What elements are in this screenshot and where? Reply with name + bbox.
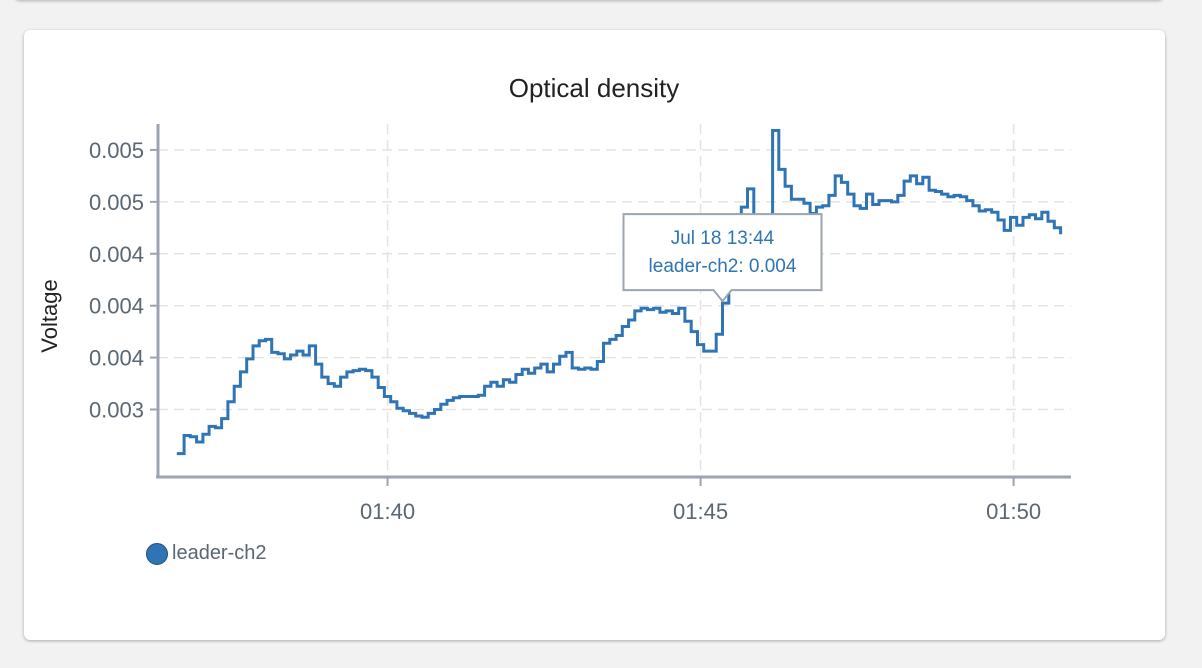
chart-canvas: Optical density Voltage 0.0030.0040.0040… bbox=[37, 73, 1071, 524]
tooltip-box bbox=[622, 213, 823, 303]
y-axis-ticks: 0.003 0.004 0.004 0.004 0.005 0.005 bbox=[89, 138, 158, 423]
chart-card: Optical density Voltage 0.003 0.004 0.004 0… bbox=[24, 30, 1165, 640]
y-tick-label: 0.005 bbox=[89, 138, 144, 163]
legend-label[interactable]: leader-ch2 bbox=[172, 542, 267, 564]
y-tick-label: 0.004 bbox=[89, 294, 144, 319]
y-tick-label: 0.003 bbox=[89, 398, 144, 423]
y-tick-label: 0.005 bbox=[89, 190, 144, 215]
tooltip: Jul 18 13:44 leader-ch2: 0.004 bbox=[622, 213, 823, 303]
legend-swatch-icon[interactable] bbox=[146, 542, 168, 565]
chart-legend: leader-ch2 bbox=[146, 542, 267, 565]
y-tick-label: 0.004 bbox=[89, 346, 144, 371]
tooltip-title: Jul 18 13:44 bbox=[671, 228, 775, 249]
chart-title: Optical density bbox=[509, 73, 680, 103]
series-line-leader-ch2 bbox=[176, 129, 1063, 456]
axes bbox=[156, 124, 1071, 479]
grid-lines bbox=[158, 124, 1071, 477]
tooltip-value: leader-ch2: 0.004 bbox=[649, 256, 797, 277]
x-tick-label: 01:45 bbox=[673, 499, 728, 524]
series-lines bbox=[176, 129, 1063, 456]
x-axis-ticks: 01:40 01:45 01:50 bbox=[360, 477, 1041, 524]
x-tick-label: 01:50 bbox=[986, 499, 1041, 524]
y-axis-label: Voltage bbox=[37, 279, 62, 352]
x-tick-label: 01:40 bbox=[360, 499, 415, 524]
y-tick-label: 0.004 bbox=[89, 242, 144, 267]
